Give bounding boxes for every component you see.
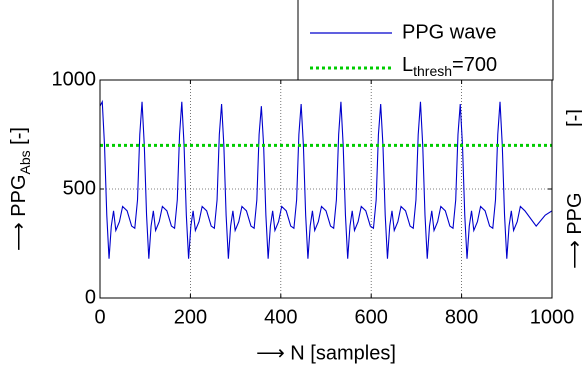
x-tick-label: 200 <box>174 306 207 328</box>
thr-main: L <box>402 54 413 76</box>
grid <box>99 79 553 299</box>
x-tick-label: 0 <box>94 306 105 328</box>
y-tick-label: 500 <box>63 177 96 199</box>
x-tick-label: 1000 <box>530 306 575 328</box>
ppg-line <box>100 99 552 259</box>
y2-axis-label: ⟶ PPG [-] <box>564 109 582 269</box>
thr-sub: thresh <box>413 63 452 79</box>
y2-label-main: ⟶ PPG <box>564 192 582 268</box>
legend: PPG wave Lthresh=700 <box>297 0 554 81</box>
legend-label: PPG wave <box>402 21 496 43</box>
y2-label-unit: [-] <box>564 109 582 132</box>
y-axis-label: ⟶ PPGAbs [-] <box>8 127 32 251</box>
thr-rest: =700 <box>452 54 497 76</box>
y-label-unit: [-] <box>8 127 30 150</box>
legend-threshold-label: Lthresh=700 <box>402 54 497 78</box>
y-label-main: ⟶ PPG <box>8 175 30 251</box>
x-tick-label: 400 <box>264 306 297 328</box>
x-tick-label: 800 <box>445 306 478 328</box>
y-tick-label: 0 <box>85 286 96 308</box>
y-tick-label: 1000 <box>52 68 97 90</box>
plot-area <box>100 99 552 259</box>
y-label-sub: Abs <box>17 150 33 174</box>
x-axis-label: ⟶ N [samples] <box>256 342 396 364</box>
x-tick-label: 600 <box>355 306 388 328</box>
ticks: 0 200 400 600 800 1000 0 500 1000 <box>52 68 575 328</box>
